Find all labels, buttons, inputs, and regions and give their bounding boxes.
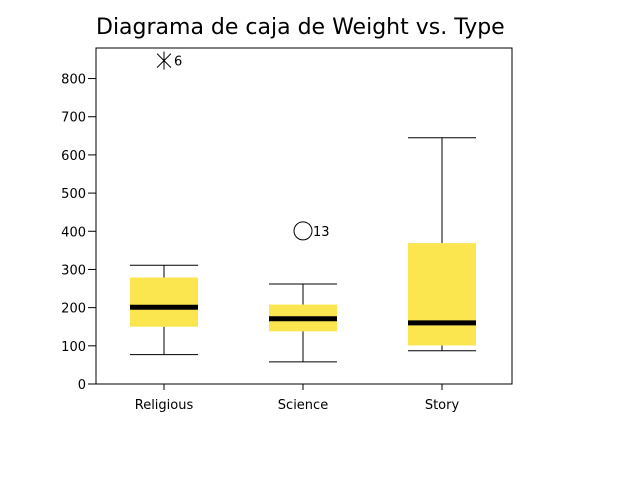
y-tick-label: 800 [61, 73, 86, 88]
iqr-box [130, 277, 198, 327]
plot-frame [95, 47, 513, 385]
outlier-6: 6 [156, 51, 182, 70]
outlier-label: 6 [174, 55, 182, 70]
y-tick-label: 500 [61, 187, 86, 202]
y-tick-label: 400 [61, 225, 86, 240]
x-axis: Religious Science Story [135, 384, 460, 413]
y-tick-label: 200 [61, 302, 86, 317]
iqr-box [408, 243, 476, 346]
y-tick-label: 100 [61, 340, 86, 355]
boxes [130, 137, 476, 363]
y-axis: 0 100 200 300 400 500 600 700 800 [61, 73, 96, 393]
x-tick-label: Story [425, 398, 460, 413]
outlier-label: 13 [313, 225, 330, 240]
box-story [408, 137, 476, 352]
outlier-marker [293, 221, 313, 241]
y-tick-label: 700 [61, 111, 86, 126]
outlier-13: 13 [293, 221, 330, 241]
y-tick-label: 0 [78, 378, 86, 393]
y-tick-label: 600 [61, 149, 86, 164]
box-science [269, 283, 337, 363]
chart-title: Diagrama de caja de Weight vs. Type [96, 15, 505, 40]
box-religious [130, 264, 198, 356]
x-tick-label: Science [278, 398, 328, 413]
y-tick-label: 300 [61, 263, 86, 278]
x-tick-label: Religious [135, 398, 194, 413]
outliers: 6 13 [156, 51, 330, 241]
